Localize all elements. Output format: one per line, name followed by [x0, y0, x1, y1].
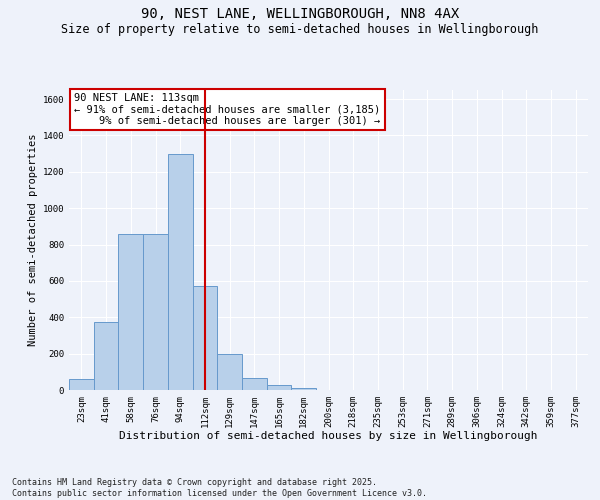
- Text: Size of property relative to semi-detached houses in Wellingborough: Size of property relative to semi-detach…: [61, 22, 539, 36]
- Text: 90 NEST LANE: 113sqm
← 91% of semi-detached houses are smaller (3,185)
    9% of: 90 NEST LANE: 113sqm ← 91% of semi-detac…: [74, 93, 380, 126]
- Bar: [217, 354, 242, 390]
- Bar: [193, 286, 217, 390]
- Bar: [69, 379, 94, 390]
- Bar: [292, 388, 316, 390]
- Bar: [94, 322, 118, 390]
- Y-axis label: Number of semi-detached properties: Number of semi-detached properties: [28, 134, 38, 346]
- Bar: [143, 234, 168, 390]
- Bar: [267, 384, 292, 390]
- Bar: [242, 378, 267, 390]
- Bar: [168, 154, 193, 390]
- Bar: [118, 234, 143, 390]
- Text: Contains HM Land Registry data © Crown copyright and database right 2025.
Contai: Contains HM Land Registry data © Crown c…: [12, 478, 427, 498]
- Text: 90, NEST LANE, WELLINGBOROUGH, NN8 4AX: 90, NEST LANE, WELLINGBOROUGH, NN8 4AX: [141, 8, 459, 22]
- X-axis label: Distribution of semi-detached houses by size in Wellingborough: Distribution of semi-detached houses by …: [119, 432, 538, 442]
